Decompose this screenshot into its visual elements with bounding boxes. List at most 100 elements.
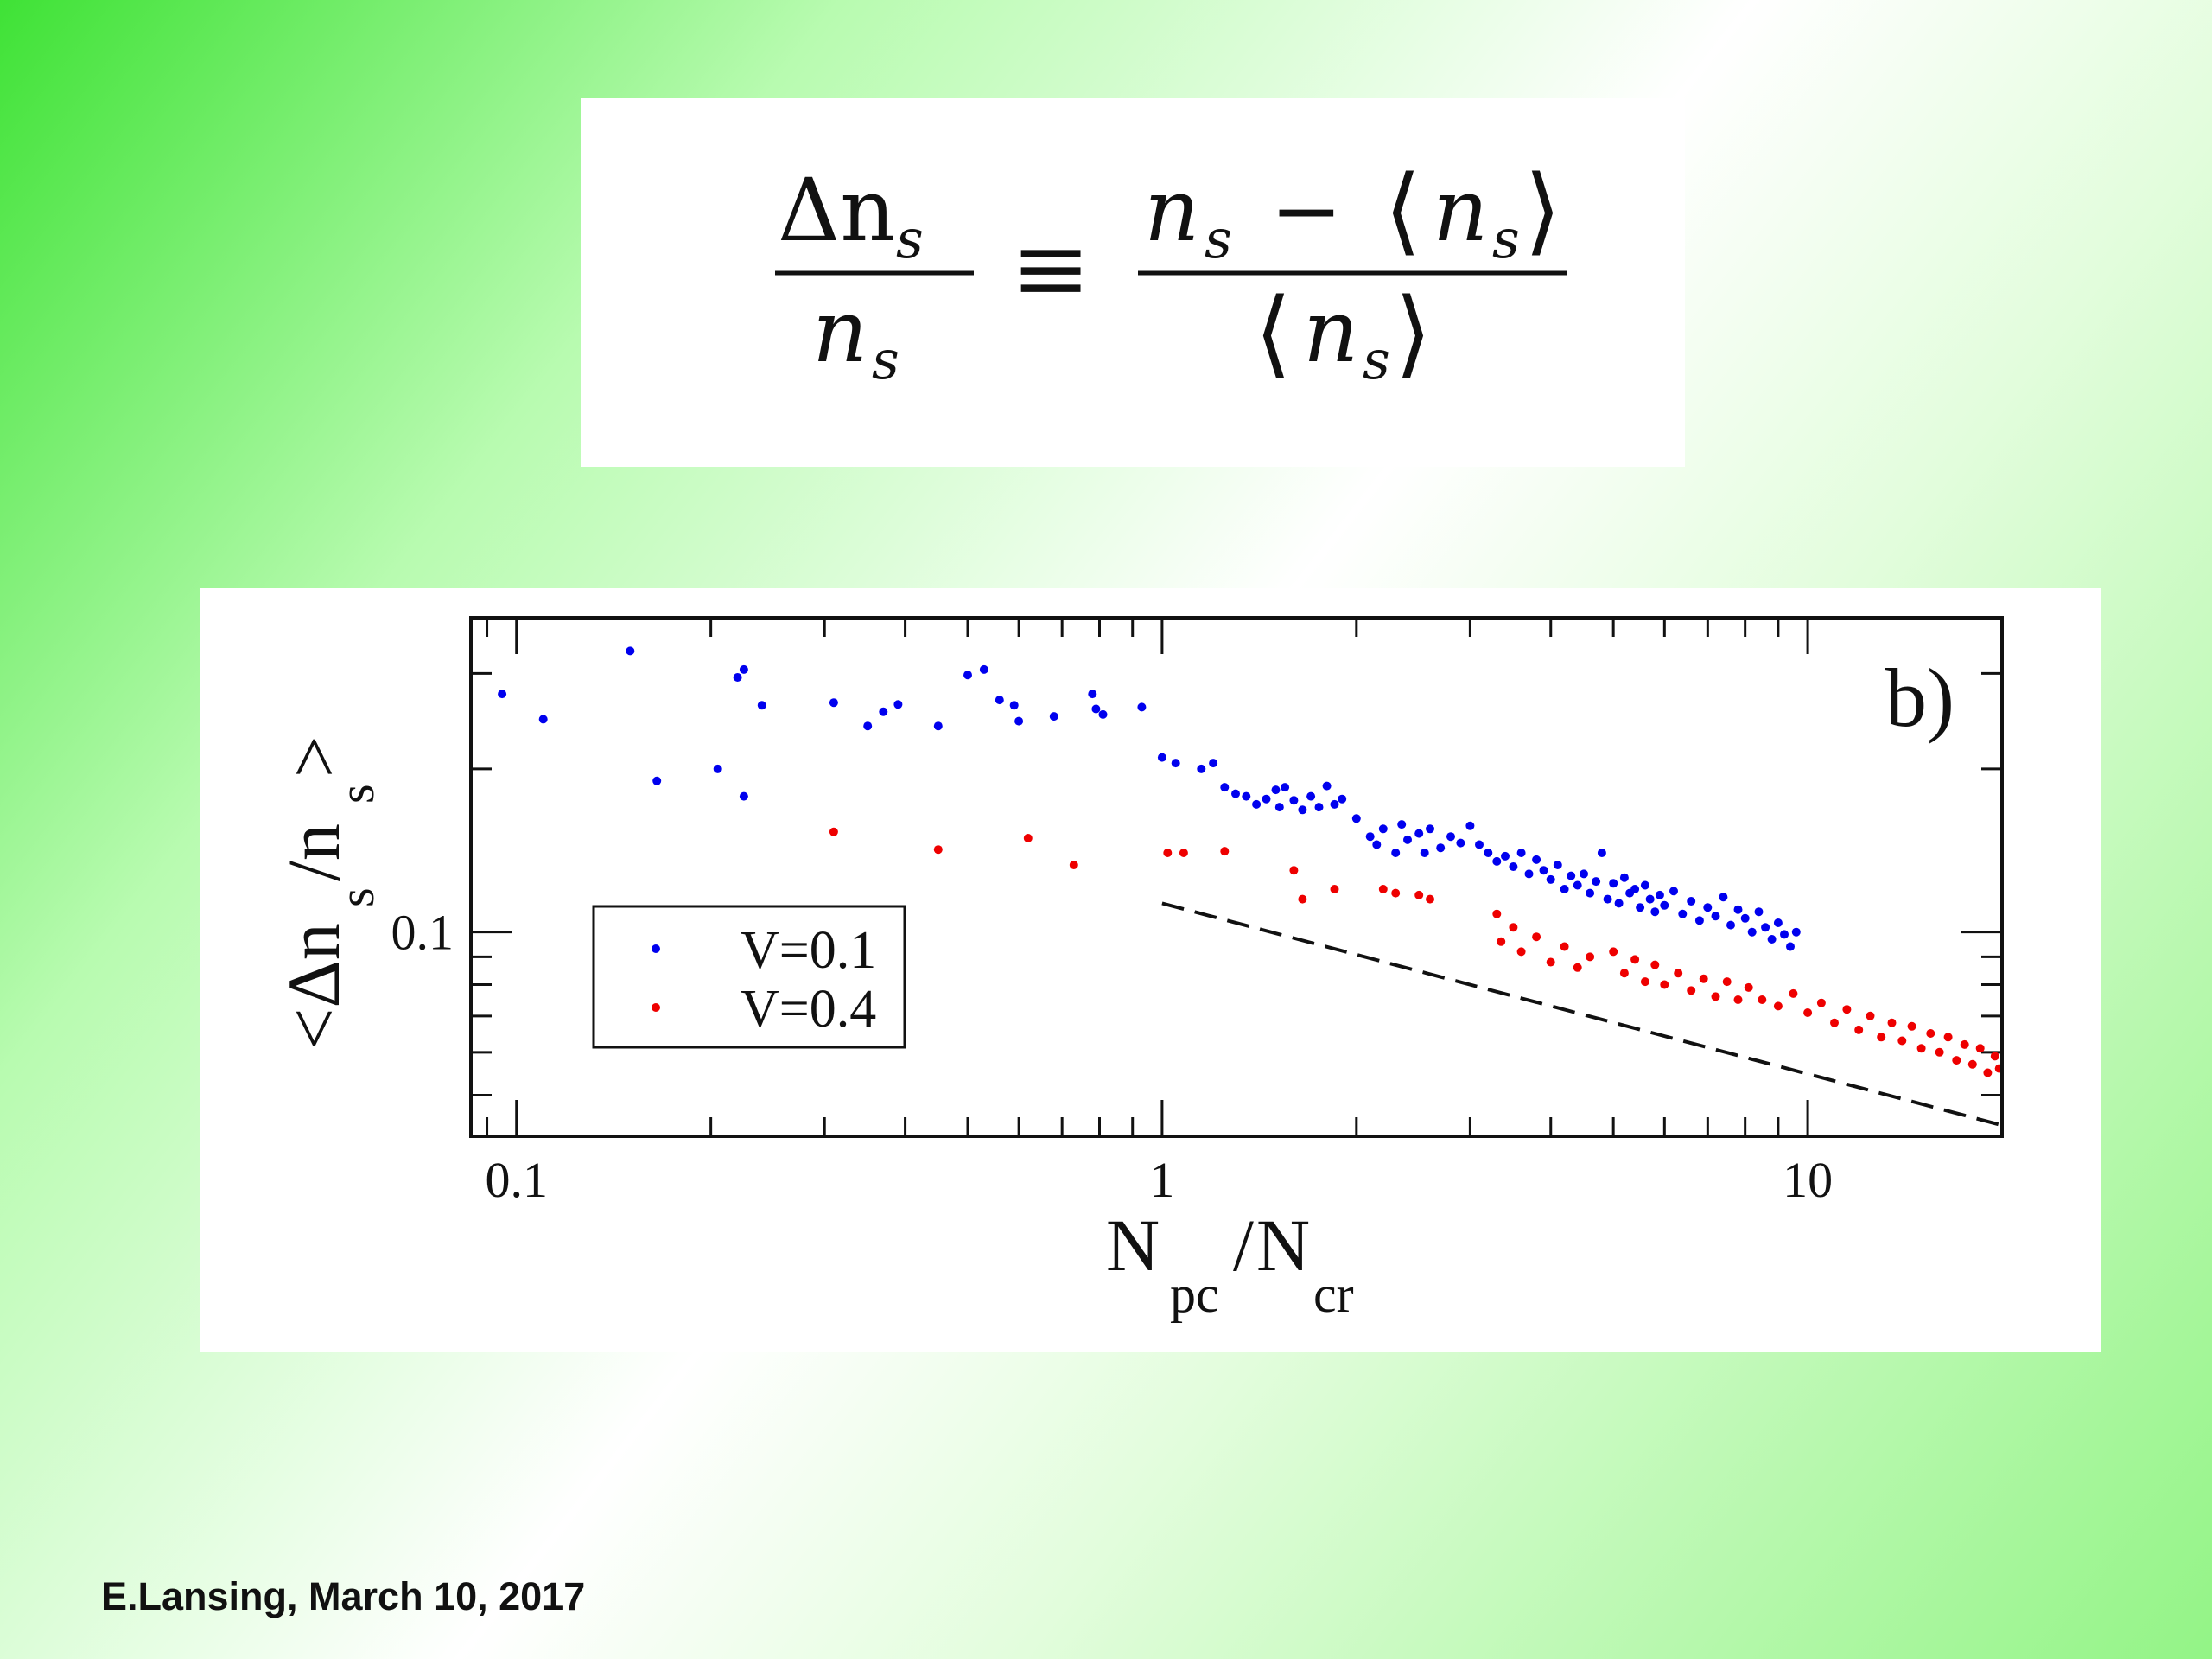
data-point-series-1 [1854,1025,1864,1034]
data-point-series-0 [1171,759,1180,768]
data-point-series-0 [1678,909,1688,918]
data-point-series-1 [1975,1044,1985,1053]
y-label-close: > [272,735,355,778]
data-point-series-1 [1830,1018,1839,1027]
data-point-series-0 [1567,871,1576,880]
data-point-series-0 [1231,789,1240,798]
data-point-series-0 [1289,796,1299,805]
data-point-series-0 [757,701,766,710]
x-tick-label: 1 [1149,1152,1174,1208]
data-point-series-0 [1580,869,1588,879]
x-label-main-a: N [1106,1204,1160,1287]
data-point-series-0 [1446,832,1455,842]
data-point-series-0 [1650,907,1660,917]
data-point-series-0 [1592,877,1601,887]
data-point-series-0 [1740,913,1750,923]
data-point-series-1 [1674,969,1683,978]
data-point-series-1 [1330,885,1339,893]
data-point-series-1 [1619,969,1629,978]
data-point-series-0 [498,690,507,699]
data-point-series-0 [995,696,1004,705]
data-point-series-1 [1773,1001,1783,1011]
rhs-numerator-avg-var: n [1433,160,1488,261]
data-point-series-0 [863,721,873,731]
data-point-series-0 [1532,855,1541,864]
rhs-denominator-subscript: s [1363,328,1390,391]
data-point-series-0 [1338,794,1347,804]
data-point-series-1 [1887,1018,1897,1027]
data-point-series-1 [1722,977,1732,987]
data-point-series-1 [1733,995,1743,1004]
data-point-series-1 [1609,947,1618,957]
x-label-sub-b: cr [1313,1266,1354,1323]
data-point-series-1 [1816,998,1826,1007]
x-axis-label: N pc / N cr [1106,1204,1354,1323]
data-point-series-0 [1281,783,1290,792]
data-point-series-1 [1990,1052,1999,1061]
data-point-series-0 [893,700,903,709]
data-point-series-0 [1694,916,1704,925]
data-point-series-0 [1137,702,1147,712]
data-point-series-0 [1509,862,1518,871]
y-label-sub-b: s [328,784,385,804]
data-point-series-0 [1597,849,1606,857]
data-point-series-1 [1983,1068,1993,1077]
data-point-series-1 [1516,947,1526,957]
y-label-mid: /n [272,823,355,881]
data-point-series-0 [1609,879,1618,888]
reference-dashed-line [1161,901,2003,1128]
data-point-series-1 [1916,1044,1926,1053]
data-point-series-0 [1420,849,1429,857]
data-point-series-0 [1660,900,1669,910]
data-point-series-0 [1242,791,1251,801]
data-point-series-1 [1650,960,1660,969]
y-label-open: <Δn [272,923,355,1050]
data-point-series-1 [1699,974,1708,983]
plot-frame [469,616,2004,1138]
data-point-series-1 [1163,849,1173,857]
data-point-series-0 [1711,912,1720,921]
rhs-numerator-avg-subscript: s [1492,207,1520,270]
data-point-series-1 [1378,885,1388,893]
data-point-series-0 [1553,861,1562,869]
data-point-series-1 [1289,866,1299,875]
data-point-series-0 [1586,888,1595,898]
data-point-series-1 [1943,1033,1953,1042]
data-point-series-0 [1560,885,1569,893]
equiv-symbol: ≡ [1011,213,1090,323]
data-point-series-1 [1967,1059,1977,1069]
data-point-series-1 [1789,988,1798,998]
legend-marker-v04 [652,1003,660,1012]
data-point-series-0 [1484,849,1493,857]
data-point-series-0 [1573,880,1582,890]
data-point-series-0 [1475,840,1484,849]
data-point-series-1 [1586,952,1595,962]
data-point-series-0 [1539,866,1548,875]
rhs-numerator-var: n [1144,160,1199,261]
data-point-series-0 [1791,927,1801,937]
rhs-denominator-var: n [1303,281,1358,382]
data-point-series-0 [1492,856,1502,866]
data-point-series-1 [933,845,943,855]
data-point-series-0 [1098,709,1108,719]
data-point-series-0 [1391,849,1401,857]
data-point-series-0 [1669,887,1678,896]
data-point-series-0 [1252,799,1262,809]
points-layer [498,646,2004,1077]
data-point-series-1 [1532,932,1541,942]
data-point-series-1 [1640,977,1649,987]
equation-panel: Δn s n s ≡ n s − ⟨ n s ⟩ ⟨ n s ⟩ [581,98,1685,467]
data-point-series-0 [1719,893,1728,902]
data-point-series-1 [1952,1056,1961,1065]
footer-date: E.Lansing, March 10, 2017 [101,1574,586,1618]
rhs-denominator-left-angle: ⟨ [1255,277,1292,388]
rhs-numerator-right-angle: ⟩ [1524,155,1561,265]
data-point-series-1 [1877,1033,1886,1042]
legend: V=0.1 V=0.4 [592,905,906,1049]
data-point-series-1 [1497,937,1506,946]
panel-label: b) [1885,652,1955,744]
lhs-denominator-subscript: s [872,328,899,391]
x-label-sub-a: pc [1170,1266,1219,1323]
data-point-series-0 [1009,701,1019,710]
x-tick-label: 0.1 [485,1152,548,1208]
